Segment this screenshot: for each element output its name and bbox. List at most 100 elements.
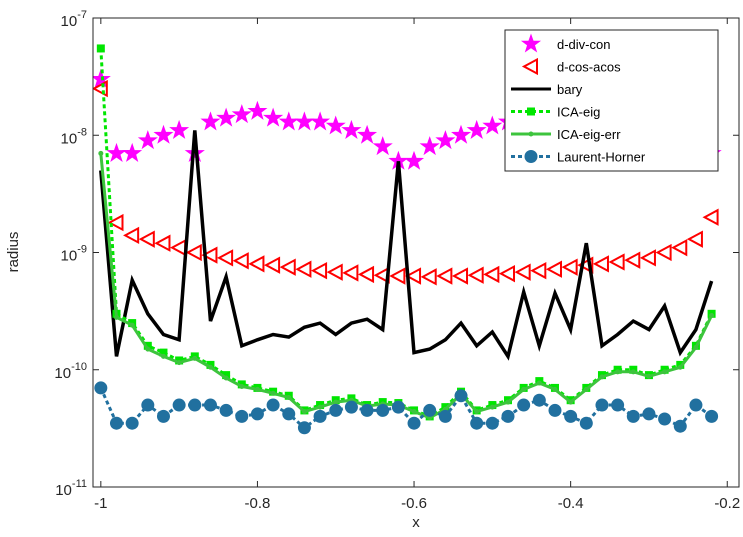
legend-label: ICA-eig — [557, 105, 600, 120]
star-marker — [310, 111, 331, 131]
dot-marker — [599, 374, 605, 380]
triangle-marker — [138, 230, 155, 248]
y-tick-exponent: -11 — [72, 478, 87, 490]
triangle-marker — [201, 246, 218, 264]
circle-marker — [423, 403, 437, 417]
series-line — [99, 48, 713, 419]
circle-marker — [564, 409, 578, 423]
dot-marker — [536, 380, 542, 386]
x-tick-label: -0.8 — [245, 495, 271, 512]
circle-marker — [266, 398, 280, 412]
star-marker — [357, 124, 378, 144]
triangle-marker — [608, 253, 625, 271]
y-tick-label: 10-11 — [55, 478, 87, 499]
series-line — [99, 387, 713, 430]
dot-marker — [677, 364, 683, 370]
legend-label: d-cos-acos — [557, 60, 621, 75]
series-line — [99, 153, 713, 420]
circle-marker — [470, 416, 484, 430]
y-tick-exponent: -10 — [71, 361, 87, 373]
triangle-marker — [389, 267, 406, 285]
triangle-marker — [404, 267, 422, 285]
y-axis-label: radius — [5, 232, 22, 273]
square-marker — [159, 348, 168, 357]
star-marker — [435, 130, 456, 150]
star-marker — [122, 142, 143, 162]
square-marker — [222, 371, 231, 380]
circle-marker — [94, 381, 108, 395]
dot-marker — [207, 364, 213, 370]
triangle-marker — [624, 251, 641, 269]
y-tick-base: 10 — [54, 365, 71, 382]
triangle-marker — [521, 57, 538, 76]
dot-marker — [693, 344, 699, 350]
triangle-marker — [514, 263, 531, 281]
circle-marker — [141, 398, 155, 412]
star-marker — [247, 100, 268, 120]
circle-marker — [376, 403, 390, 417]
circle-marker — [673, 419, 687, 433]
dot-marker — [333, 399, 339, 405]
dot-marker — [568, 399, 574, 405]
circle-marker — [313, 409, 327, 423]
dot-marker — [113, 314, 119, 320]
circle-marker — [235, 409, 249, 423]
circle-marker — [579, 416, 593, 430]
y-tick-label: 10-10 — [54, 361, 87, 382]
legend-box — [504, 29, 719, 172]
circle-marker — [626, 409, 640, 423]
circle-marker — [109, 416, 123, 430]
star-marker — [466, 119, 487, 139]
triangle-marker — [232, 252, 249, 270]
dot-marker — [615, 369, 621, 375]
star-marker — [451, 124, 472, 144]
legend: d-div-con d-cos-acos bary ICA-eig ICA-eig-er… — [511, 33, 646, 165]
y-tick-label: 10-9 — [61, 244, 87, 265]
triangle-marker — [263, 256, 281, 274]
triangle-marker — [702, 208, 719, 226]
star-marker — [325, 115, 346, 135]
circle-marker — [360, 403, 374, 417]
square-marker — [96, 44, 105, 53]
circle-marker — [282, 407, 296, 421]
circle-marker — [595, 398, 609, 412]
dot-marker — [528, 131, 534, 137]
triangle-marker — [123, 226, 140, 245]
star-marker — [169, 119, 190, 139]
dot-marker — [192, 355, 198, 361]
triangle-marker — [436, 267, 453, 285]
x-tick-label: -1 — [94, 495, 107, 512]
star-marker — [231, 104, 252, 124]
circle-marker — [524, 150, 538, 163]
circle-marker — [517, 398, 531, 412]
dot-marker — [239, 383, 245, 389]
circle-marker — [344, 400, 358, 414]
star-marker — [482, 115, 503, 135]
triangle-marker — [93, 79, 108, 98]
circle-marker — [407, 416, 421, 430]
dot-marker — [160, 353, 166, 359]
y-tick-base: 10 — [61, 248, 78, 265]
triangle-marker — [530, 261, 547, 280]
x-tick-label: -0.2 — [714, 495, 740, 512]
triangle-marker — [451, 267, 469, 285]
triangle-marker — [295, 260, 312, 278]
dot-marker — [630, 369, 636, 375]
circle-marker — [689, 398, 703, 412]
dot-marker — [662, 369, 668, 375]
y-tick-exponent: -9 — [77, 244, 87, 256]
series — [98, 150, 715, 421]
square-marker — [527, 107, 535, 116]
y-tick-base: 10 — [61, 130, 78, 147]
dot-marker — [129, 322, 135, 328]
series — [94, 381, 719, 435]
dot-marker — [709, 313, 715, 319]
triangle-marker — [498, 264, 516, 283]
circle-marker — [391, 400, 405, 414]
triangle-marker — [686, 230, 703, 248]
series — [99, 130, 714, 361]
star-marker — [404, 150, 425, 170]
dot-marker — [270, 390, 276, 396]
dot-marker — [474, 409, 480, 415]
star-marker — [520, 33, 542, 53]
